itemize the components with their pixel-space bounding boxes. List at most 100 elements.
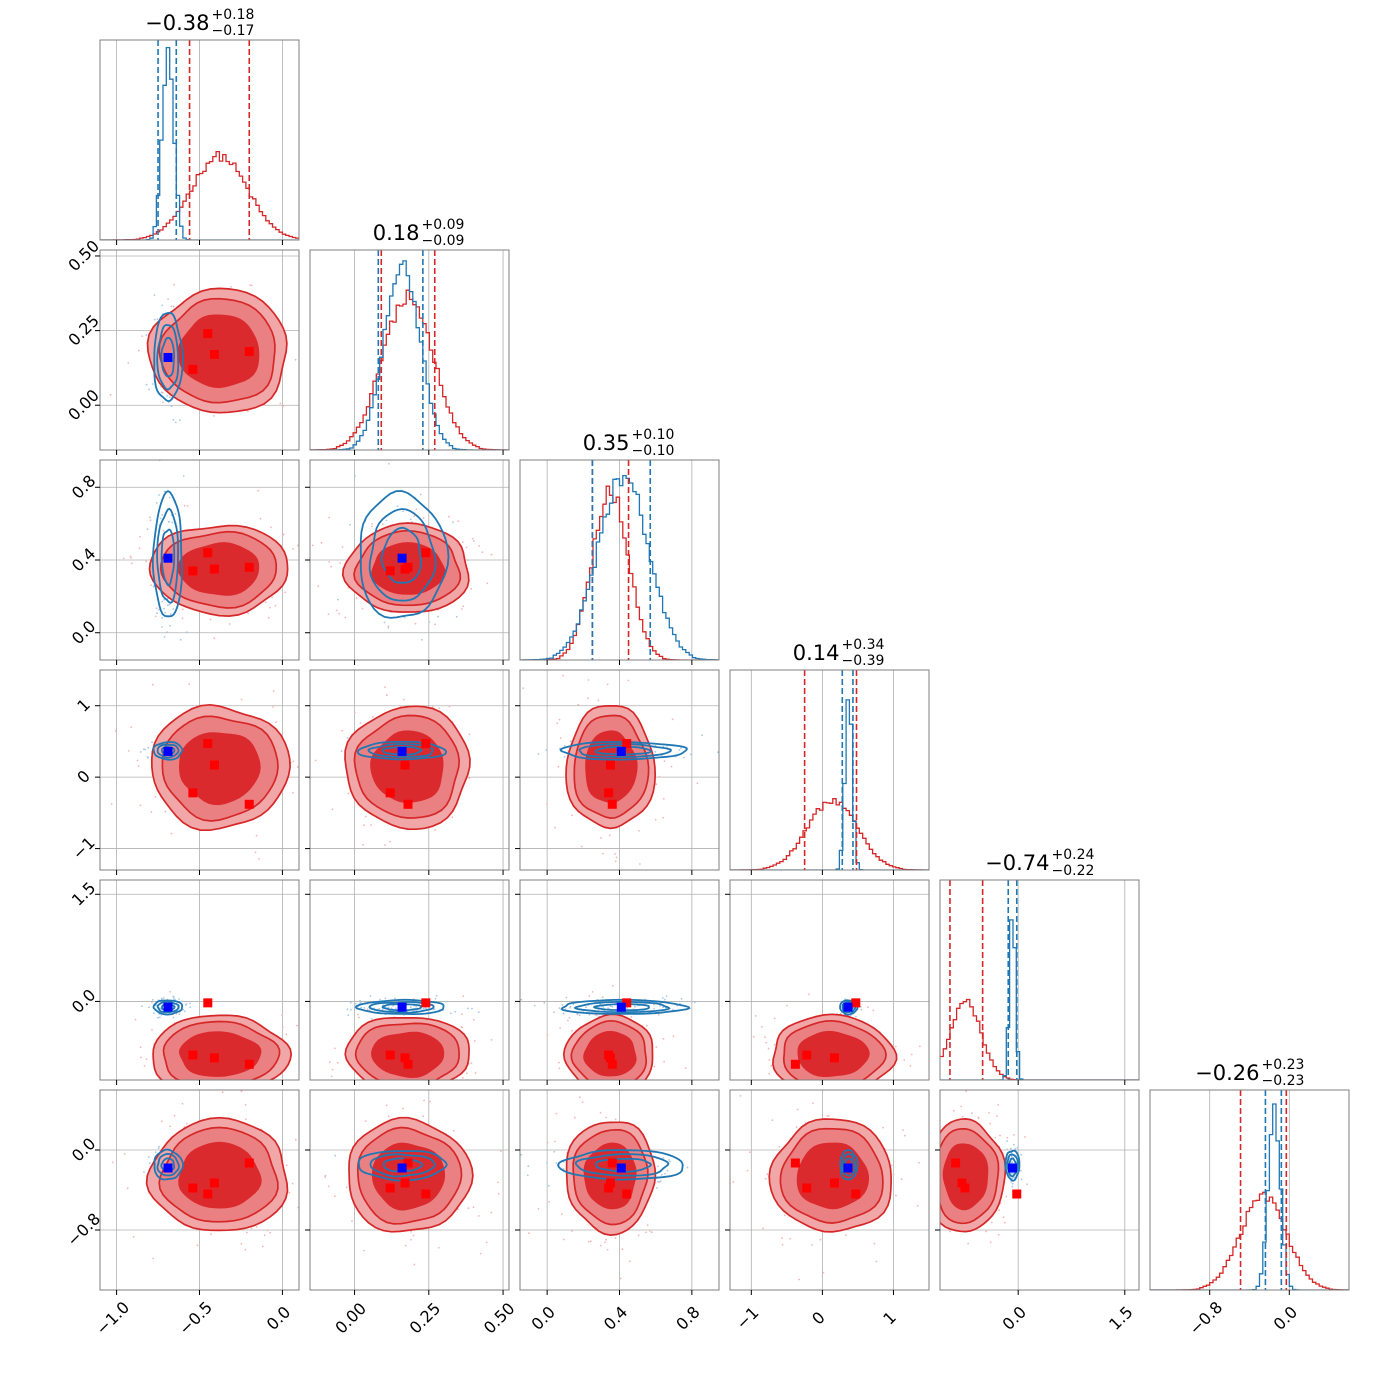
sample-point-b xyxy=(558,718,561,721)
sample-point-b xyxy=(139,1046,142,1048)
sample-point-b xyxy=(127,361,130,364)
sample-point-b xyxy=(608,834,611,837)
sample-point-b xyxy=(371,1094,373,1096)
sample-point-b xyxy=(967,1105,969,1107)
sample-point-b xyxy=(937,1205,939,1207)
sample-point-b xyxy=(292,548,294,550)
sample-point-b xyxy=(410,1230,412,1233)
marker-b xyxy=(604,1183,614,1193)
sample-point-b xyxy=(181,608,184,611)
sample-point-a xyxy=(147,1156,150,1158)
title-value: 0.14 xyxy=(793,641,840,665)
sample-point-b xyxy=(413,1263,416,1266)
marker-b xyxy=(400,1178,410,1188)
panel-4-4: −0.74 +0.24−0.22 xyxy=(939,847,1140,1085)
sample-point-b xyxy=(136,759,139,762)
sample-point-b xyxy=(562,674,564,677)
sample-point-b xyxy=(560,1213,563,1215)
contour-b-inner xyxy=(179,732,261,806)
sample-point-b xyxy=(599,1244,602,1247)
sample-point-b xyxy=(936,1146,938,1148)
sample-point-b xyxy=(434,829,437,831)
sample-point-a xyxy=(148,1162,151,1164)
marker-b xyxy=(790,1059,800,1069)
y-tick-label: 0.4 xyxy=(68,544,99,575)
sample-point-a xyxy=(402,510,404,513)
histogram-b xyxy=(730,798,929,870)
sample-point-b xyxy=(339,562,341,564)
sample-point-b xyxy=(783,1214,786,1217)
sample-point-a xyxy=(159,1016,161,1019)
sample-point-b xyxy=(892,1173,895,1176)
sample-point-b xyxy=(281,1014,283,1016)
sample-point-b xyxy=(521,564,523,566)
sample-point-b xyxy=(559,737,562,739)
panel-title: −0.26 +0.23−0.23 xyxy=(1195,1057,1304,1089)
sample-point-b xyxy=(429,1100,431,1103)
sample-point-b xyxy=(413,515,416,517)
sample-point-b xyxy=(129,555,132,558)
sample-point-b xyxy=(662,1037,665,1040)
sample-point-b xyxy=(528,1232,530,1235)
sample-point-b xyxy=(183,504,186,507)
sample-point-b xyxy=(281,534,284,537)
sample-point-b xyxy=(600,837,602,839)
panel-frame xyxy=(729,879,930,1081)
sample-point-b xyxy=(230,286,232,288)
sample-point-b xyxy=(316,1062,318,1064)
sample-point-b xyxy=(650,1231,653,1234)
sample-point-b xyxy=(364,815,367,818)
sample-point-b xyxy=(415,508,418,510)
sample-point-b xyxy=(355,597,358,599)
sample-point-b xyxy=(336,1061,339,1064)
sample-point-b xyxy=(814,1091,816,1093)
marker-b xyxy=(400,1053,410,1063)
sample-point-b xyxy=(764,1036,766,1039)
sample-point-b xyxy=(221,1091,224,1094)
marker-b xyxy=(209,1053,219,1063)
sample-point-b xyxy=(317,585,320,588)
sample-point-b xyxy=(170,305,173,308)
panel-frame xyxy=(309,1089,510,1291)
sample-point-b xyxy=(914,1145,916,1147)
contour-a xyxy=(152,741,184,761)
sample-point-b xyxy=(768,1059,771,1061)
sample-point-b xyxy=(156,318,159,321)
sample-point-b xyxy=(933,1150,935,1152)
sample-point-a xyxy=(155,502,158,504)
sample-point-b xyxy=(521,605,523,607)
x-tick-label: 1 xyxy=(879,1308,900,1329)
sample-point-a xyxy=(1011,1185,1014,1188)
sample-point-b xyxy=(451,816,454,819)
sample-point-b xyxy=(366,1008,369,1011)
sample-point-a xyxy=(683,756,685,759)
sample-point-b xyxy=(88,1183,90,1185)
sample-point-b xyxy=(250,1227,253,1230)
sample-point-b xyxy=(1024,1136,1026,1138)
sample-point-b xyxy=(419,1084,421,1086)
sample-point-b xyxy=(448,515,450,518)
panel-5-4: 0.0 1.5 xyxy=(914,1089,1140,1334)
sample-point-b xyxy=(160,1120,163,1123)
contour-a xyxy=(156,507,180,604)
marker-a xyxy=(397,1163,407,1173)
contour-a xyxy=(594,746,652,756)
marker-b xyxy=(203,548,213,558)
sample-point-b xyxy=(137,765,140,767)
sample-point-a xyxy=(174,421,177,424)
panel-frame xyxy=(939,879,1140,1081)
sample-point-b xyxy=(414,622,417,625)
marker-a xyxy=(163,1002,173,1012)
sample-point-b xyxy=(996,1115,998,1118)
sample-point-a xyxy=(686,1166,689,1169)
x-tick-label: −0.8 xyxy=(1185,1298,1226,1339)
sample-point-b xyxy=(196,1244,199,1247)
sample-point-a xyxy=(354,474,356,477)
sample-point-b xyxy=(882,1126,885,1129)
sample-point-b xyxy=(672,1035,675,1038)
sample-point-b xyxy=(150,811,153,813)
sample-point-b xyxy=(871,1082,873,1084)
sample-point-b xyxy=(270,526,272,529)
sample-point-a xyxy=(569,740,572,743)
sample-point-b xyxy=(291,1084,293,1086)
